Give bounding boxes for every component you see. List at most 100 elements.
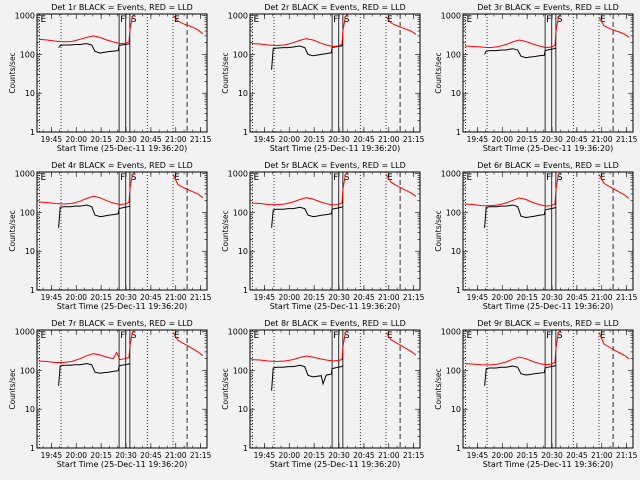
lld-series-line <box>598 174 630 199</box>
y-tick-label: 1000 <box>15 12 35 21</box>
panel-title: Det 7r BLACK = Events, RED = LLD <box>51 319 193 328</box>
y-tick-label: 1000 <box>228 12 248 21</box>
x-tick-label: 20:15 <box>516 293 538 302</box>
marker-label: E <box>253 331 259 341</box>
x-tick-label: 19:45 <box>467 451 489 460</box>
y-tick-label: 1 <box>456 128 461 137</box>
x-tick-label: 21:15 <box>403 293 425 302</box>
lld-series-line <box>385 16 417 35</box>
x-tick-label: 21:00 <box>378 135 400 144</box>
x-tick-label: 20:45 <box>353 293 375 302</box>
panel-title: Det 8r BLACK = Events, RED = LLD <box>264 319 406 328</box>
x-tick-label: 20:45 <box>566 293 588 302</box>
marker-label: S <box>344 173 350 183</box>
x-tick-label: 20:00 <box>491 293 513 302</box>
marker-label: E <box>387 331 393 341</box>
y-tick-label: 10 <box>451 247 461 256</box>
y-axis-label: Counts/sec <box>221 52 230 93</box>
marker-label: E <box>387 15 393 25</box>
panel-title: Det 5r BLACK = Events, RED = LLD <box>264 161 406 170</box>
x-tick-label: 20:30 <box>541 451 563 460</box>
x-tick-label: 20:30 <box>541 293 563 302</box>
lld-series-line <box>172 15 204 35</box>
y-tick-label: 100 <box>20 50 35 59</box>
y-tick-label: 100 <box>20 366 35 375</box>
panel-title: Det 9r BLACK = Events, RED = LLD <box>477 319 619 328</box>
lld-series-line <box>38 14 135 45</box>
panel-7: Det 7r BLACK = Events, RED = LLD E F S E 1 10 1… <box>8 319 212 469</box>
marker-label: S <box>344 331 350 341</box>
y-tick-label: 1 <box>456 444 461 453</box>
y-tick-label: 10 <box>238 247 248 256</box>
panel-5: Det 5r BLACK = Events, RED = LLD E F S E 1 10 1… <box>221 161 425 311</box>
x-tick-label: 20:15 <box>90 451 112 460</box>
marker-label: S <box>557 15 563 25</box>
x-axis-label: Start Time (25-Dec-11 19:36:20) <box>483 460 614 469</box>
marker-label: F <box>120 15 125 25</box>
events-series-line <box>58 204 131 228</box>
panel-8: Det 8r BLACK = Events, RED = LLD E F S E 1 10 1… <box>221 319 425 469</box>
x-tick-label: 20:00 <box>491 451 513 460</box>
x-tick-label: 20:15 <box>90 135 112 144</box>
lld-series-line <box>38 172 135 206</box>
plot-frame <box>249 171 421 291</box>
events-series-line <box>271 45 344 70</box>
marker-label: E <box>387 173 393 183</box>
x-tick-label: 20:45 <box>353 135 375 144</box>
marker-label: S <box>131 15 137 25</box>
x-tick-label: 21:15 <box>616 135 638 144</box>
lld-series-line <box>38 330 135 363</box>
lld-series-line <box>385 174 417 197</box>
y-tick-label: 100 <box>446 50 461 59</box>
lld-series-line <box>251 330 348 363</box>
events-series-line <box>58 43 131 54</box>
marker-label: F <box>546 331 551 341</box>
y-tick-label: 100 <box>233 208 248 217</box>
x-tick-label: 19:45 <box>41 451 63 460</box>
y-tick-label: 10 <box>451 89 461 98</box>
x-tick-label: 20:15 <box>516 451 538 460</box>
marker-label: E <box>40 15 46 25</box>
x-tick-label: 20:15 <box>90 293 112 302</box>
x-tick-label: 20:45 <box>353 451 375 460</box>
x-tick-label: 21:15 <box>616 293 638 302</box>
lld-series-line <box>172 332 204 357</box>
plot-frame <box>462 329 634 449</box>
x-tick-label: 21:00 <box>378 451 400 460</box>
y-tick-label: 100 <box>446 208 461 217</box>
y-axis-label: Counts/sec <box>434 368 443 409</box>
marker-label: S <box>557 173 563 183</box>
x-tick-label: 21:00 <box>591 135 613 144</box>
x-tick-label: 20:00 <box>65 293 87 302</box>
x-tick-label: 21:00 <box>165 451 187 460</box>
y-tick-label: 100 <box>446 366 461 375</box>
plot-frame <box>249 13 421 133</box>
y-axis-label: Counts/sec <box>221 210 230 251</box>
marker-label: S <box>131 173 137 183</box>
y-tick-label: 10 <box>25 247 35 256</box>
panel-title: Det 1r BLACK = Events, RED = LLD <box>51 3 193 12</box>
marker-label: E <box>174 331 180 341</box>
marker-label: F <box>546 173 551 183</box>
x-tick-label: 20:45 <box>140 293 162 302</box>
x-tick-label: 19:45 <box>254 293 276 302</box>
x-tick-label: 20:30 <box>328 451 350 460</box>
plot-frame <box>249 329 421 449</box>
x-tick-label: 21:00 <box>165 293 187 302</box>
y-tick-label: 100 <box>233 50 248 59</box>
x-tick-label: 20:30 <box>328 293 350 302</box>
x-axis-label: Start Time (25-Dec-11 19:36:20) <box>270 460 401 469</box>
x-tick-label: 20:00 <box>65 135 87 144</box>
marker-label: F <box>546 15 551 25</box>
x-tick-label: 21:15 <box>403 135 425 144</box>
x-tick-label: 20:15 <box>303 293 325 302</box>
x-tick-label: 20:45 <box>566 451 588 460</box>
lld-series-line <box>598 17 630 38</box>
marker-label: E <box>253 173 259 183</box>
lld-series-line <box>598 332 630 360</box>
x-tick-label: 20:45 <box>566 135 588 144</box>
panel-4: Det 4r BLACK = Events, RED = LLD E F S E 1 10 1… <box>8 161 212 311</box>
y-axis-label: Counts/sec <box>8 52 17 93</box>
x-axis-label: Start Time (25-Dec-11 19:36:20) <box>57 302 188 311</box>
